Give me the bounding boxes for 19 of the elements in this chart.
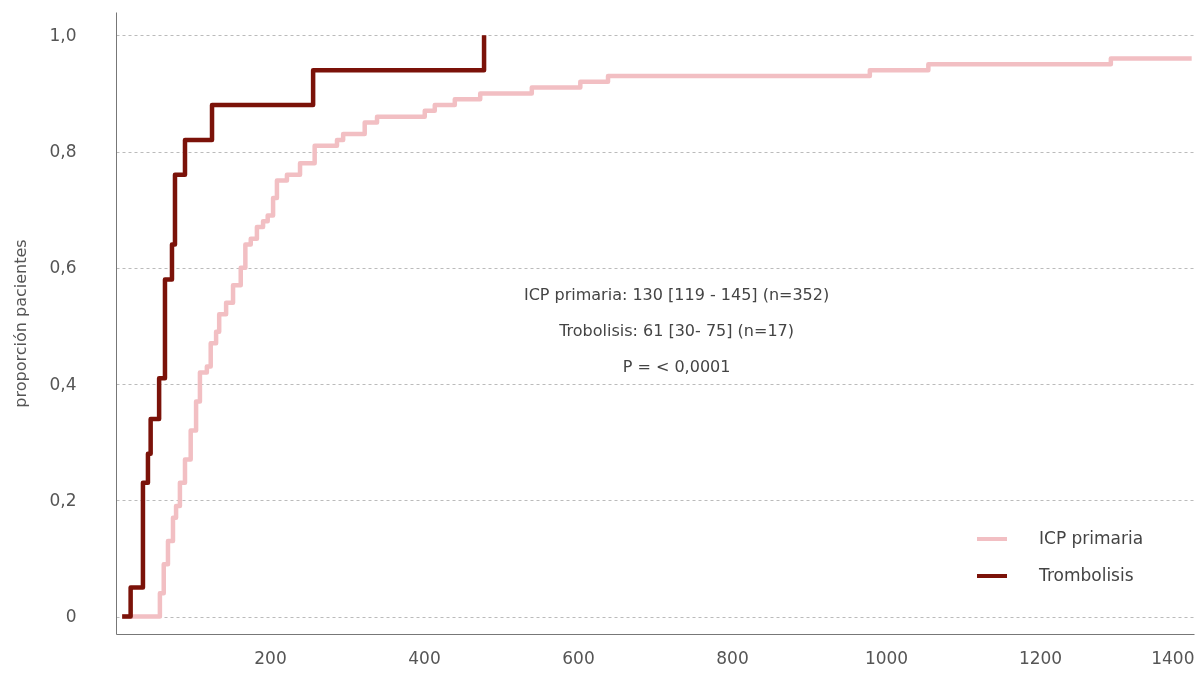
x-tick-label: 800 (716, 647, 749, 668)
legend-label: Trombolisis (1038, 565, 1134, 585)
annotation: ICP primaria: 130 [119 - 145] (n=352) (523, 285, 830, 305)
annotation: P = < 0,0001 (622, 357, 731, 377)
y-axis-title: proporción pacientes (11, 239, 31, 408)
y-tick-label: 0,4 (49, 373, 77, 394)
y-tick-label: 1,0 (49, 24, 77, 45)
x-tick-label: 1000 (864, 647, 909, 668)
y-tick-label: 0,8 (49, 141, 77, 162)
x-tick-label: 1200 (1018, 647, 1063, 668)
annotation: Trobolisis: 61 [30- 75] (n=17) (558, 321, 794, 341)
x-tick-label: 1400 (1151, 647, 1195, 668)
y-tick-label: 0,2 (49, 489, 77, 510)
x-tick-label: 200 (254, 647, 287, 668)
x-tick-label: 600 (562, 647, 595, 668)
y-tick-label: 0 (65, 606, 77, 627)
x-tick-label: 400 (408, 647, 441, 668)
legend-label: ICP primaria (1039, 528, 1144, 548)
y-tick-label: 0,6 (49, 257, 77, 278)
